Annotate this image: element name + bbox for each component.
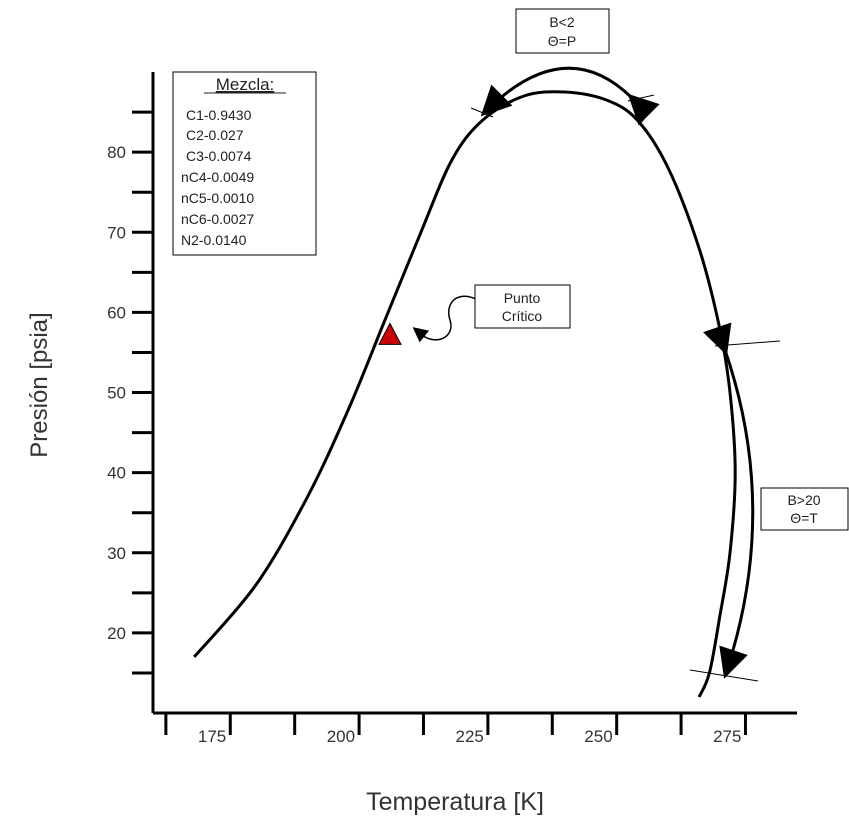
mixture-item: nC4-0.0049 [181,169,254,185]
x-tick-label: 250 [584,727,612,746]
top-annotation-box: B<2 Θ=P [515,8,610,54]
y-tick-label: 50 [107,384,126,403]
mixture-item: C3-0.0074 [186,148,252,164]
x-tick-label: 275 [713,727,741,746]
y-tick-label: 70 [107,223,126,242]
top-curved-arrow [480,66,660,126]
critical-point-connector [412,295,477,343]
boundary-tick-right-bottom [689,669,759,682]
right-annotation-box: B>20 Θ=T [760,487,849,531]
top-label-line1: B<2 [549,14,575,30]
y-tick-label: 30 [107,544,126,563]
mixture-item: nC6-0.0027 [181,211,254,227]
x-axis-title: Temperatura [K] [366,788,544,816]
mixture-legend: Mezcla: C1-0.9430 C2-0.027 C3-0.0074 nC4… [172,71,317,256]
right-label-line1: B>20 [787,492,820,508]
mixture-title: Mezcla: [216,75,275,94]
mixture-item: C1-0.9430 [186,107,252,123]
boundary-tick-right-top [714,340,781,347]
y-tick-label: 80 [107,143,126,162]
mixture-item: nC5-0.0010 [181,190,254,206]
x-tick-label: 200 [327,727,355,746]
critical-point-label-box: Punto Crítico [474,284,571,329]
x-tick-label: 175 [198,727,226,746]
critical-label-line2: Crítico [502,308,543,324]
right-label-line2: Θ=T [790,510,818,526]
top-label-line2: Θ=P [548,33,576,49]
y-axis-title: Presión [psia] [26,312,53,457]
y-ticks: 20 30 40 50 60 70 80 [107,110,153,675]
mixture-item: C2-0.027 [186,127,244,143]
x-ticks: 175 200 225 250 275 [164,713,747,746]
critical-label-line1: Punto [504,290,541,306]
mixture-item: N2-0.0140 [181,232,247,248]
y-tick-label: 60 [107,303,126,322]
y-tick-label: 40 [107,464,126,483]
x-tick-label: 225 [456,727,484,746]
y-tick-label: 20 [107,624,126,643]
right-curved-arrow [703,322,755,679]
critical-point-marker [378,322,402,345]
